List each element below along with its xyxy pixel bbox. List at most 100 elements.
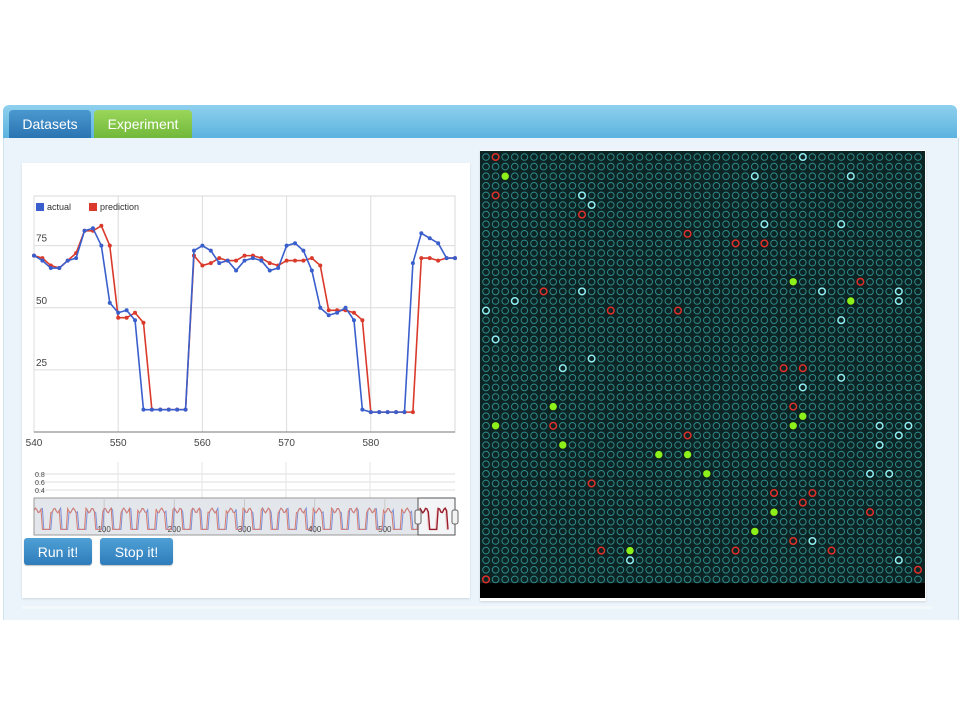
cell-inactive [731,172,740,180]
cell-inactive [808,210,817,219]
cell-inactive [885,422,894,430]
cell-inactive [616,566,625,574]
cell-inactive [741,450,750,459]
tab-experiment[interactable]: Experiment [94,110,192,138]
cell-inactive [664,249,673,257]
cell-inactive [847,335,855,344]
cell-inactive [818,412,826,421]
cell-inactive [837,278,846,286]
cell-inactive [722,239,730,248]
cell-inactive [491,316,500,325]
cell-inactive [539,326,548,334]
x-tick-label: 580 [362,438,379,449]
cell-inactive [837,412,846,421]
cell-inactive [818,153,826,161]
cell-inactive [703,172,711,180]
prediction-point [107,243,112,248]
cell-inactive [770,364,778,373]
cell-inactive [511,460,519,469]
navigator-y-tick: 0.4 [35,488,45,495]
cell-inactive [520,345,529,353]
cell-inactive [501,556,510,565]
cell-inactive [818,479,826,488]
stop-button[interactable]: Stop it! [100,538,173,565]
cell-inactive [568,316,577,325]
cell-inactive [501,518,510,526]
cell-inactive [491,326,500,334]
cell-inactive [904,297,913,305]
cell-inactive [895,268,903,277]
cell-inactive [607,479,615,488]
cell-inactive [712,162,721,171]
cell-inactive [875,326,884,334]
cell-inactive [482,172,490,180]
cell-inactive [511,278,519,286]
tab-datasets[interactable]: Datasets [9,110,91,138]
cell-inactive [818,258,826,267]
cell-inactive [683,537,692,545]
cell-inactive [741,508,750,517]
cell-inactive [655,489,663,497]
cell-inactive [549,172,558,180]
cell-inactive [779,345,788,353]
cell-red [539,287,548,296]
cell-red [798,498,807,507]
cell-inactive [645,441,654,449]
cell-inactive [645,374,654,382]
cell-inactive [712,431,721,440]
cell-inactive [635,537,644,545]
cell-inactive [578,345,586,353]
cell-inactive [539,239,548,248]
cell-inactive [751,316,759,325]
cell-inactive [808,249,817,257]
cell-inactive [511,508,519,517]
cell-inactive [578,412,586,421]
cell-inactive [683,422,692,430]
cell-inactive [760,422,769,430]
cell-inactive [837,460,846,469]
cell-inactive [607,470,615,478]
cell-inactive [712,220,721,228]
cell-inactive [549,278,558,286]
cell-inactive [683,489,692,497]
cell-inactive [511,258,519,267]
cell-inactive [904,335,913,344]
cell-inactive [703,575,711,584]
cell-inactive [597,326,606,334]
cell-inactive [559,450,567,459]
cell-inactive [808,354,817,363]
cell-red [856,277,865,286]
cell-inactive [789,201,798,209]
cell-inactive [827,422,836,430]
cell-inactive [607,450,615,459]
legend-swatch [36,203,44,211]
cell-inactive [760,402,769,411]
run-button[interactable]: Run it! [24,538,92,565]
cell-inactive [501,278,510,286]
cell-inactive [808,460,817,469]
cell-inactive [683,556,692,565]
cell-inactive [664,374,673,382]
cell-inactive [866,575,874,584]
cell-inactive [626,258,634,267]
cell-inactive [607,441,615,449]
cell-inactive [866,297,874,305]
cell-inactive [751,422,759,430]
cell-inactive [539,210,548,219]
cell-inactive [501,489,510,497]
cell-inactive [693,210,702,219]
cell-inactive [760,162,769,171]
cell-inactive [607,460,615,469]
cell-inactive [808,498,817,507]
cell-inactive [645,422,654,430]
cell-inactive [914,422,922,430]
cell-inactive [597,422,606,430]
cell-inactive [674,575,682,584]
cell-inactive [808,479,817,488]
cell-inactive [760,364,769,373]
cell-inactive [559,201,567,209]
cell-inactive [693,326,702,334]
cell-inactive [722,412,730,421]
cell-inactive [664,527,673,536]
cell-inactive [683,566,692,574]
